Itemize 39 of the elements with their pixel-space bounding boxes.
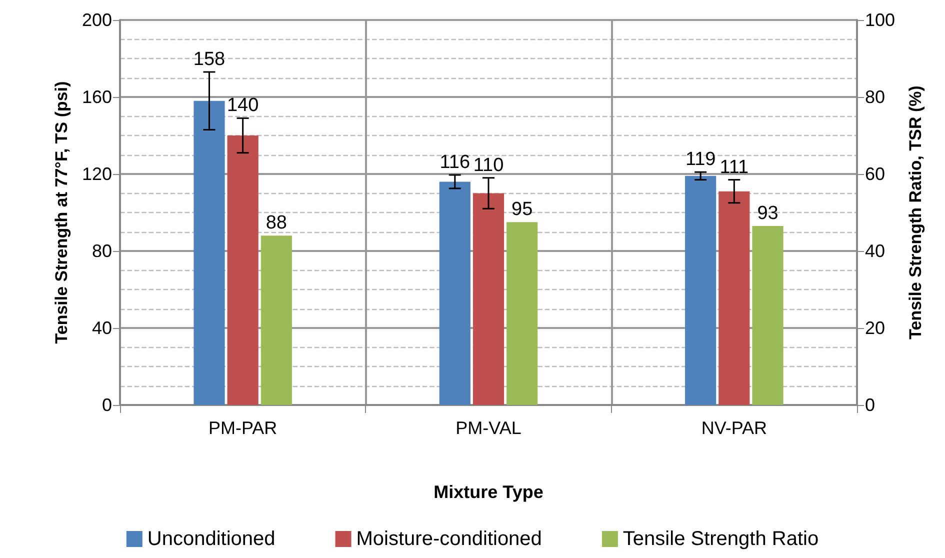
data-label: 88 (266, 212, 287, 234)
bar (752, 226, 784, 405)
legend-label: Unconditioned (147, 528, 276, 550)
data-label: 110 (473, 154, 504, 176)
data-label: 95 (512, 199, 533, 220)
y2-tick-label: 100 (865, 10, 896, 30)
legend-label: Tensile Strength Ratio (622, 528, 819, 550)
x-tick-label: NV-PAR (701, 418, 768, 438)
y-tick-label: 0 (102, 395, 112, 415)
bar (260, 236, 292, 405)
bar (685, 176, 716, 405)
bar (506, 222, 538, 405)
data-label: 158 (193, 48, 226, 70)
data-label: 93 (757, 202, 778, 224)
bar (439, 182, 470, 405)
x-axis-title: Mixture Type (434, 482, 544, 502)
y-axis-title: Tensile Strength at 77°F, TS (psi) (52, 81, 71, 344)
y2-tick-label: 40 (865, 241, 886, 261)
y2-tick-label: 80 (865, 87, 886, 107)
y-tick-label: 80 (92, 241, 112, 261)
y2-tick-label: 20 (865, 318, 886, 338)
x-tick-label: PM-VAL (456, 418, 522, 438)
y2-tick-label: 0 (865, 395, 876, 415)
data-label: 111 (720, 156, 749, 178)
y-tick-label: 160 (82, 87, 112, 107)
bar (194, 100, 225, 405)
data-label: 140 (226, 95, 259, 116)
legend-label: Moisture-conditioned (356, 528, 542, 550)
bar (227, 136, 258, 405)
data-label: 116 (440, 152, 470, 173)
data-label: 119 (685, 149, 716, 170)
bar (718, 191, 750, 405)
bar (472, 193, 504, 405)
y2-axis-title: Tensile Strength Ratio, TSR (%) (906, 86, 925, 340)
y-tick-label: 200 (82, 10, 112, 30)
x-tick-label: PM-PAR (208, 418, 278, 438)
y-tick-label: 40 (92, 318, 112, 338)
y2-tick-label: 60 (865, 164, 886, 184)
y-tick-label: 120 (82, 164, 112, 184)
